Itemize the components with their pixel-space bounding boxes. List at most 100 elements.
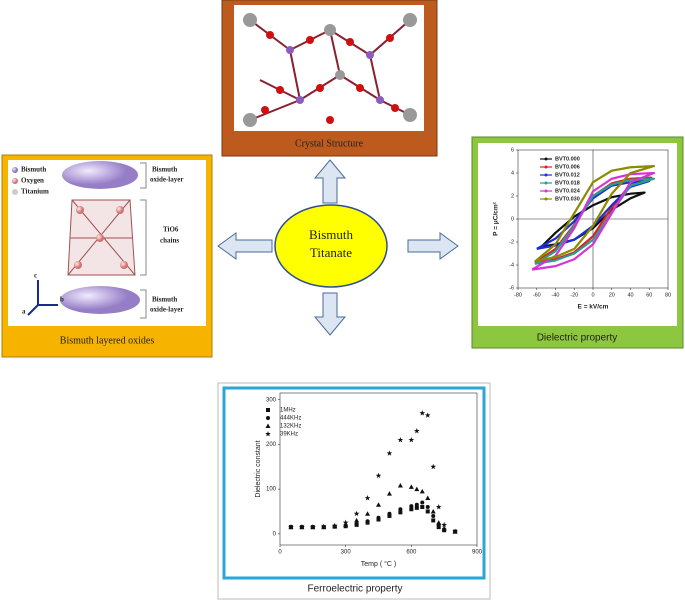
marker: [420, 505, 425, 509]
marker: [386, 491, 392, 496]
x-tick-label: 300: [341, 550, 352, 556]
x-axis-label: E = kV/cm: [578, 304, 609, 311]
legend-swatch: [265, 431, 271, 437]
legend-label: 39KHz: [280, 432, 298, 438]
marker: [431, 518, 436, 523]
legend-dot: [12, 178, 18, 184]
arrow-left: [217, 232, 273, 260]
marker: [353, 510, 360, 517]
chart: 0 300 600 900 0 100 200 300 Temp ( °C ) Dielectri…: [255, 392, 483, 568]
marker: [331, 522, 338, 529]
x-tick-label: -80: [514, 292, 522, 298]
layer-label: TiO6: [163, 226, 179, 234]
y-tick-label: 0: [511, 216, 514, 222]
legend-swatch: [544, 165, 548, 169]
marker: [375, 472, 382, 479]
x-axis-label: Temp ( °C ): [361, 560, 396, 568]
legend-swatch: [544, 197, 548, 201]
marker: [376, 502, 381, 507]
arrow-down: [313, 292, 347, 336]
x-tick-label: -60: [533, 292, 541, 298]
marker: [365, 511, 371, 516]
marker: [414, 505, 419, 510]
y-axis-label: P = μC/cm²: [493, 201, 500, 235]
legend-label: BVT0.024: [555, 188, 581, 194]
marker: [452, 528, 458, 535]
hysteresis-loop: [531, 171, 656, 271]
axis-letter: c: [34, 272, 37, 280]
marker: [419, 410, 426, 416]
x-tick-label: 40: [627, 292, 633, 298]
marker: [408, 484, 414, 489]
center-node: [274, 204, 388, 288]
legend-label: 1MHz: [280, 408, 296, 414]
layer-label: Bismuth: [152, 166, 177, 174]
marker: [354, 517, 360, 523]
chart-image: [222, 386, 486, 580]
y-axis-label: Dielectric constant: [255, 440, 262, 497]
marker: [425, 505, 430, 509]
marker: [436, 520, 442, 525]
legend-swatch: [266, 408, 270, 412]
layer-label: chains: [160, 237, 179, 245]
y-tick-label: 2: [511, 193, 514, 199]
marker: [441, 525, 447, 531]
panel-caption: Ferroelectric property: [307, 584, 402, 595]
x-tick-label: 20: [609, 292, 615, 298]
legend-swatch: [265, 423, 271, 428]
marker: [425, 495, 431, 501]
legend-label: 132KHz: [280, 424, 301, 430]
arrows: [217, 159, 459, 336]
marker: [414, 502, 419, 507]
panel-caption: Dielectric property: [537, 333, 618, 344]
legend-dot: [12, 189, 18, 195]
crystal-atoms: [243, 13, 417, 127]
y-tick-label: 0: [273, 531, 277, 537]
hysteresis-loop: [534, 165, 656, 263]
marker: [436, 525, 441, 530]
legend-swatch: [544, 189, 548, 193]
layer-label: oxide-layer: [150, 306, 183, 314]
y-tick-label: 200: [266, 442, 277, 448]
x-tick-label: -20: [570, 292, 578, 298]
legend-label: BVT0.018: [555, 180, 580, 186]
marker: [435, 504, 442, 510]
y-tick-label: -4: [509, 262, 514, 268]
y-tick-label: -6: [509, 285, 514, 291]
center-label: Titanate: [310, 245, 352, 260]
axis-letter: a: [22, 308, 26, 316]
y-tick-label: -2: [509, 239, 514, 245]
marker: [387, 511, 392, 516]
marker: [320, 523, 327, 530]
marker: [309, 524, 316, 530]
marker: [397, 436, 404, 443]
legend-label: 444KHz: [280, 416, 301, 422]
marker: [342, 519, 349, 526]
legend-label: Titanium: [21, 188, 49, 196]
marker: [409, 507, 414, 512]
y-tick-label: 6: [511, 147, 514, 153]
marker: [409, 504, 414, 509]
marker: [430, 508, 436, 514]
oxide-layers: [60, 161, 140, 314]
arrow-up: [313, 159, 347, 204]
arrow-right: [407, 232, 459, 260]
marker: [364, 495, 371, 501]
marker: [398, 507, 403, 512]
marker: [441, 521, 448, 528]
marker: [420, 500, 425, 505]
x-tick-label: 0: [278, 550, 282, 556]
crystal-panel: Crystal Structure: [221, 0, 438, 157]
marker: [413, 428, 420, 434]
legend-swatch: [544, 173, 548, 177]
x-tick-label: 0: [591, 292, 594, 298]
legend-swatch: [544, 157, 548, 161]
marker: [354, 521, 359, 526]
marker: [419, 488, 425, 494]
layer-brackets: [140, 162, 147, 319]
y-tick-label: 4: [511, 170, 514, 176]
legend-label: BVT0.000: [555, 156, 580, 162]
legend-label: BVT0.006: [555, 164, 580, 170]
